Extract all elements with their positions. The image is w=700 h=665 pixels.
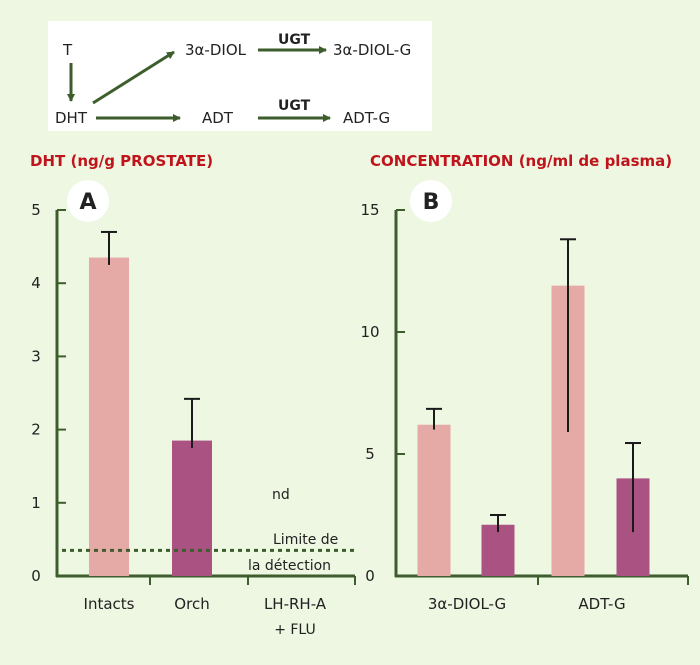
panel-a-title: DHT (ng/g PROSTATE) [30,152,213,170]
panel-a-y-tick-label: 4 [31,274,41,292]
panel-b-plot: 0 5 10 15 3α-DIOL-G ADT-G [360,201,689,613]
detection-limit-label-2: la détection [248,558,331,574]
panel-b-y-tick-label: 0 [365,567,375,585]
panel-b-bar [481,524,515,576]
scheme-DHT: DHT [55,109,88,127]
panel-a-y-tick-label: 3 [31,347,41,365]
scheme-adt: ADT [202,109,234,127]
panel-a-x-label: Orch [174,595,209,613]
panel-a-y-tick-label: 0 [31,567,41,585]
panel-a-bar [89,257,129,576]
panel-b-badge: B [410,180,452,222]
panel-a-x-label: LH-RH-A [264,595,327,613]
panel-a-y-tick-label: 5 [31,201,41,219]
scheme-adt-g: ADT-G [343,109,390,127]
panel-a-y-tick-label: 1 [31,494,41,512]
panel-b-x-label: ADT-G [578,595,625,613]
scheme-diol: 3α-DIOL [185,41,247,59]
scheme-T: T [62,41,73,59]
scheme-ugt-top: UGT [278,32,311,48]
detection-limit-label-1: Limite de [273,532,338,548]
panel-a-bar [172,440,212,576]
panel-a-plot: 0 1 2 3 4 5 Intacts Orch LH-RH-A [31,201,356,613]
scheme-box [48,21,432,131]
panel-b-bar [417,424,451,576]
nd-label: nd [272,487,290,503]
panel-b-badge-label: B [423,190,440,215]
scheme-ugt-bottom: UGT [278,98,311,114]
panel-b-title: CONCENTRATION (ng/ml de plasma) [370,152,672,170]
arrow-DHT-diol [92,50,175,105]
panel-a-badge-label: A [79,190,96,215]
metabolic-scheme: T DHT 3α-DIOL 3α-DIOL-G ADT ADT-G UGT UG… [48,21,432,131]
x-label-flu: + FLU [274,622,316,638]
panel-a-badge: A [67,180,109,222]
panel-a-y-tick-label: 2 [31,421,41,439]
panel-b-y-tick-label: 10 [360,323,379,341]
panel-b-x-label: 3α-DIOL-G [428,595,506,613]
panel-b-y-tick-label: 15 [360,201,379,219]
scheme-diol-g: 3α-DIOL-G [333,41,411,59]
panel-a-x-label: Intacts [84,595,135,613]
panel-b-y-tick-label: 5 [365,445,375,463]
